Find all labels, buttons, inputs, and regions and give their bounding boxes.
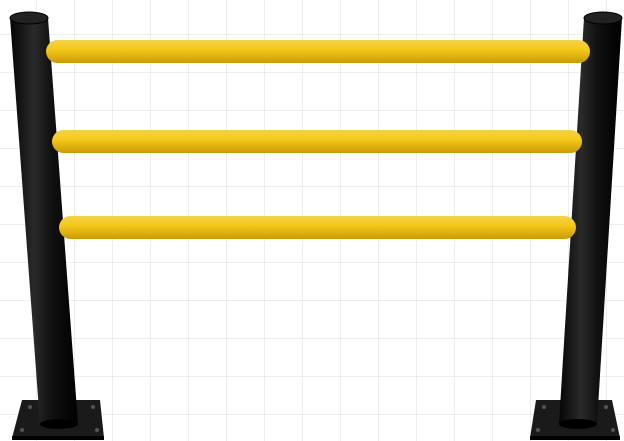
middle-rail bbox=[52, 130, 582, 153]
top-rail bbox=[46, 40, 590, 63]
right-post bbox=[559, 11, 623, 429]
bottom-rail bbox=[59, 216, 576, 239]
left-post bbox=[9, 11, 78, 429]
